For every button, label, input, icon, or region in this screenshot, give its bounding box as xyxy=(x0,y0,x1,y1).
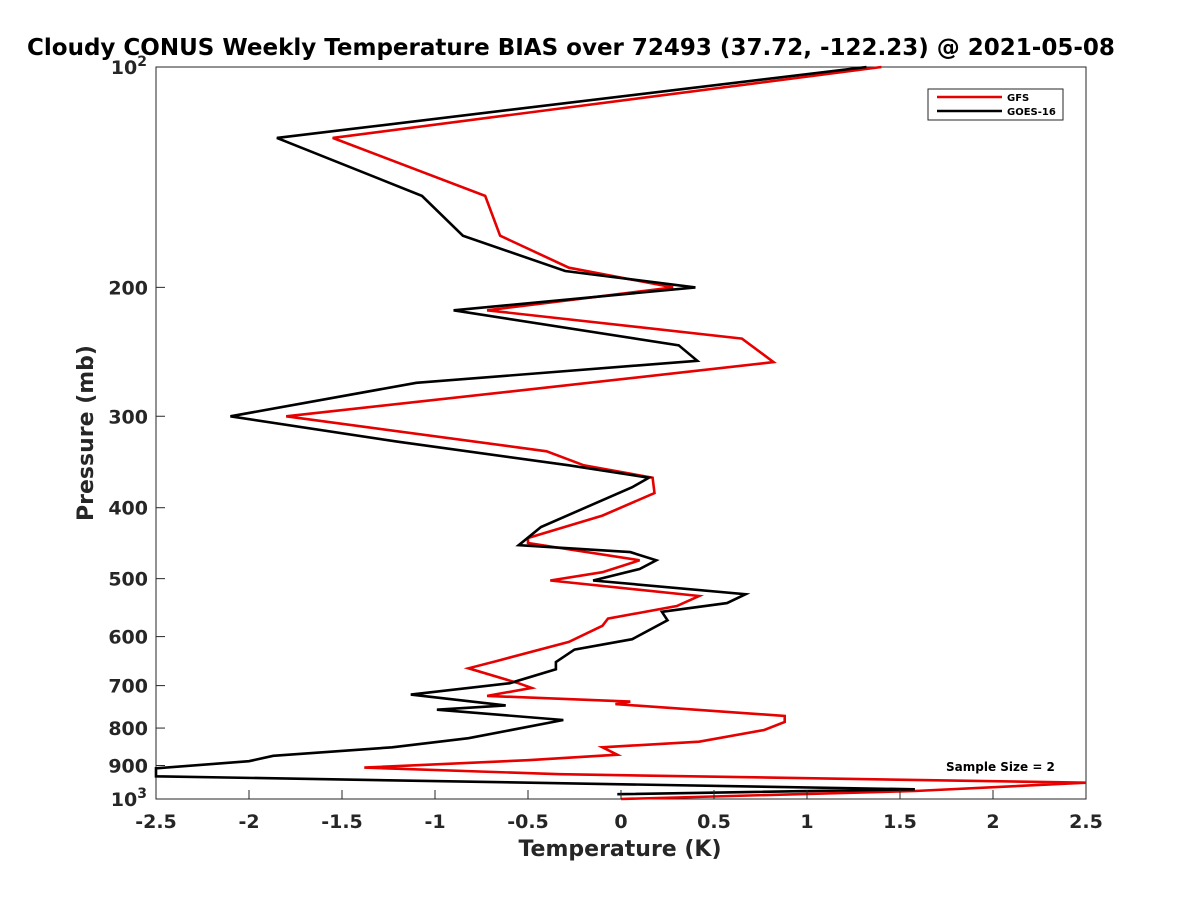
y-tick-label: 200 xyxy=(108,277,148,299)
y-tick-label: 900 xyxy=(108,756,148,778)
legend: GFS GOES-16 xyxy=(927,88,1064,121)
chart-title: Cloudy CONUS Weekly Temperature BIAS ove… xyxy=(27,35,1115,61)
legend-label-gfs: GFS xyxy=(1007,93,1029,104)
y-tick-label: 103 xyxy=(111,786,147,811)
y-tick-label: 800 xyxy=(108,718,148,740)
y-tick-exponent: 3 xyxy=(137,786,147,802)
y-tick-label: 700 xyxy=(108,676,148,698)
data-layer xyxy=(154,65,1087,801)
sample-size-annotation: Sample Size = 2 xyxy=(946,760,1055,774)
series-line-goes-16 xyxy=(154,65,915,796)
x-tick-label: -1.5 xyxy=(321,811,363,833)
x-tick-label: -2.5 xyxy=(135,811,177,833)
y-axis-label: Pressure (mb) xyxy=(74,345,99,521)
y-tick-label: 300 xyxy=(108,406,148,428)
x-tick-label: -1 xyxy=(424,811,445,833)
x-tick-label: 0 xyxy=(614,811,627,833)
x-axis-label: Temperature (K) xyxy=(518,837,721,862)
tick-layer: -2.5 -2 -1.5 -1 -0.5 0 0.5 1 1.5 2 2.5 102 200 300 400… xyxy=(108,54,1103,833)
x-tick-label: 2 xyxy=(986,811,999,833)
series-line-gfs xyxy=(286,65,1087,801)
legend-label-goes16: GOES-16 xyxy=(1007,107,1056,118)
y-tick-label: 500 xyxy=(108,569,148,591)
y-tick-label: 102 xyxy=(111,54,147,79)
x-tick-label: 0.5 xyxy=(697,811,731,833)
x-tick-label: -0.5 xyxy=(507,811,549,833)
x-tick-label: 1 xyxy=(800,811,813,833)
x-tick-label: -2 xyxy=(238,811,259,833)
x-tick-label: 2.5 xyxy=(1069,811,1103,833)
plot-area-frame xyxy=(155,66,1087,800)
legend-box xyxy=(927,88,1064,121)
y-tick-exponent: 2 xyxy=(137,54,147,70)
y-tick-label: 400 xyxy=(108,498,148,520)
x-tick-label: 1.5 xyxy=(883,811,917,833)
y-tick-label: 600 xyxy=(108,627,148,649)
